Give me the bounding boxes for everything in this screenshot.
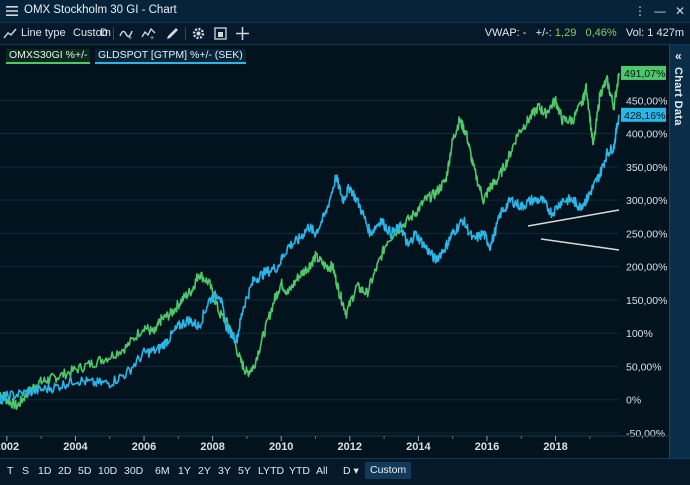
y-tick-label: 0% xyxy=(626,395,641,407)
overflow-menu-icon[interactable]: ⋮ xyxy=(634,4,646,18)
x-tick-label: 2002 xyxy=(0,441,19,453)
hamburger-menu-icon[interactable] xyxy=(6,5,18,17)
compare-icon[interactable]: + xyxy=(141,26,156,41)
interval-button[interactable]: D xyxy=(100,27,108,39)
x-tick-label: 2014 xyxy=(406,441,431,453)
volume-label: Vol: xyxy=(625,27,645,39)
timeframe-T[interactable]: T xyxy=(7,465,14,477)
y-tick-label: -50,00% xyxy=(626,428,665,440)
vwap-value: - xyxy=(522,27,527,39)
x-tick-label: 2012 xyxy=(338,441,362,453)
y-tick-label: 200,00% xyxy=(626,262,667,274)
timeframe-LYTD[interactable]: LYTD xyxy=(258,465,285,477)
chart-toolbar: Line type Custom D + + VWAP: - +/-: 1,29… xyxy=(0,23,690,45)
y-tick-label: 150,00% xyxy=(626,295,667,307)
timeframe-1Y[interactable]: 1Y xyxy=(178,465,191,477)
y-tick-label: 50,00% xyxy=(626,361,662,373)
line-type-button[interactable]: Line type xyxy=(21,27,66,39)
svg-text:+: + xyxy=(128,35,132,41)
x-tick-label: 2006 xyxy=(132,441,156,453)
close-icon[interactable]: ✕ xyxy=(674,4,686,18)
last-value-gldspot: 428,16% xyxy=(624,110,665,122)
legend-omxs30gi[interactable]: OMXS30GI %+/- xyxy=(6,49,91,64)
svg-text:+: + xyxy=(150,35,154,41)
timeframe-bar: T S 1D 2D 5D 10D 30D 6M 1Y 2Y 3Y 5Y LYTD… xyxy=(0,458,690,485)
last-value-omxs30gi: 491,07% xyxy=(624,68,665,80)
x-tick-label: 2008 xyxy=(200,441,224,453)
crosshair-icon[interactable] xyxy=(235,26,250,41)
chart-data-panel-toggle[interactable]: « Chart Data xyxy=(669,45,690,458)
settings-gear-icon[interactable] xyxy=(191,26,206,41)
timeframe-6M[interactable]: 6M xyxy=(155,465,170,477)
change-percent: 0,46% xyxy=(585,27,617,39)
line-chart[interactable]: 450,00% 400,00% 350,00% 300,00% 250,00% 200,0… xyxy=(0,45,669,458)
toolbar-divider xyxy=(185,27,186,40)
change-label: +/-: xyxy=(535,27,552,39)
series-line-gldspot xyxy=(0,114,620,405)
change-value: 1,29 xyxy=(554,27,577,39)
trend-line-lower xyxy=(540,238,620,251)
timeframe-S[interactable]: S xyxy=(22,465,30,477)
line-chart-mini-icon[interactable] xyxy=(3,26,18,41)
chevron-left-icon[interactable]: « xyxy=(675,49,682,63)
y-tick-label: 450,00% xyxy=(626,95,667,107)
x-tick-label: 2004 xyxy=(63,441,88,453)
timeframe-YTD[interactable]: YTD xyxy=(289,465,310,477)
last-value-gldspot-box xyxy=(621,107,666,122)
window-title: OMX Stockholm 30 GI - Chart xyxy=(24,4,177,16)
trend-line-upper xyxy=(527,209,620,227)
timeframe-2D[interactable]: 2D xyxy=(58,465,72,477)
chart-area[interactable]: 450,00% 400,00% 350,00% 300,00% 250,00% 200,0… xyxy=(0,45,669,458)
timeframe-All[interactable]: All xyxy=(316,465,328,477)
draw-pencil-icon[interactable] xyxy=(165,26,180,41)
y-tick-label: 250,00% xyxy=(626,228,667,240)
toolbar-divider xyxy=(113,27,114,40)
period-select[interactable]: D ▾ xyxy=(343,465,359,477)
volume-value: 1 427m xyxy=(647,27,684,39)
timeframe-5Y[interactable]: 5Y xyxy=(238,465,251,477)
timeframe-2Y[interactable]: 2Y xyxy=(198,465,211,477)
timeframe-1D[interactable]: 1D xyxy=(38,465,52,477)
timeframe-10D[interactable]: 10D xyxy=(98,465,118,477)
last-value-omxs30gi-box xyxy=(621,65,666,80)
x-tick-label: 2010 xyxy=(269,441,293,453)
timeframe-30D[interactable]: 30D xyxy=(124,465,144,477)
x-tick-label: 2016 xyxy=(475,441,499,453)
window-titlebar: OMX Stockholm 30 GI - Chart ⋮ — ✕ xyxy=(0,0,690,23)
quote-summary: VWAP: - +/-: 1,29 0,46% Vol: 1 427m xyxy=(485,27,684,39)
y-tick-label: 400,00% xyxy=(626,129,667,141)
custom-range-button[interactable]: Custom xyxy=(365,462,412,479)
period-select-value: D xyxy=(343,465,351,477)
minimize-icon[interactable]: — xyxy=(654,4,666,18)
vwap-label: VWAP: xyxy=(484,27,520,39)
save-template-icon[interactable] xyxy=(213,26,228,41)
y-tick-label: 350,00% xyxy=(626,162,667,174)
caret-down-icon: ▾ xyxy=(353,465,359,477)
x-tick-label: 2018 xyxy=(543,441,567,453)
period-mode-button[interactable]: Custom xyxy=(73,27,111,39)
y-tick-label: 100% xyxy=(626,328,653,340)
timeframe-5D[interactable]: 5D xyxy=(78,465,92,477)
chart-data-label: Chart Data xyxy=(672,67,684,126)
y-tick-label: 300,00% xyxy=(626,195,667,207)
indicator-icon[interactable]: + xyxy=(119,26,134,41)
legend-gldspot[interactable]: GLDSPOT [GTPM] %+/- (SEK) xyxy=(95,49,246,64)
series-line-omxs30gi xyxy=(0,72,620,411)
timeframe-3Y[interactable]: 3Y xyxy=(218,465,231,477)
